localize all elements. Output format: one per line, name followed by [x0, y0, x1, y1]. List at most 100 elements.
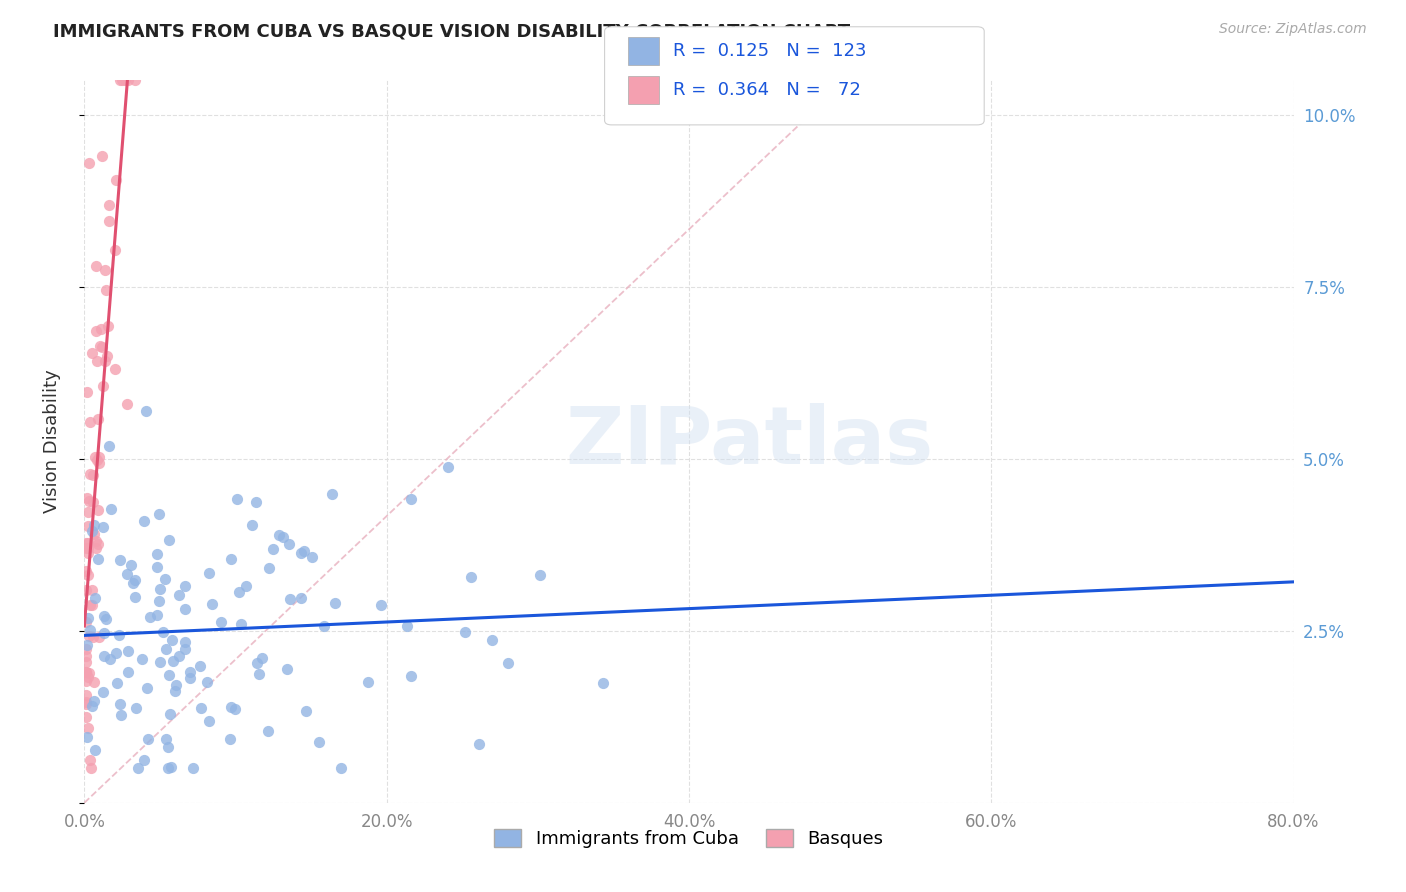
Point	[235, 579, 257, 593]
Point	[330, 761, 353, 775]
Point	[105, 676, 128, 690]
Text: ZIPatlas: ZIPatlas	[565, 402, 934, 481]
Point	[83, 675, 105, 690]
Point	[77, 156, 100, 170]
Point	[292, 544, 315, 558]
Point	[75, 688, 97, 702]
Point	[124, 73, 146, 87]
Point	[96, 349, 118, 363]
Point	[395, 618, 418, 632]
Point	[157, 739, 180, 754]
Point	[84, 324, 107, 338]
Point	[75, 541, 97, 556]
Point	[91, 340, 114, 354]
Point	[262, 541, 284, 556]
Point	[117, 665, 139, 680]
Point	[201, 597, 224, 611]
Point	[295, 704, 318, 718]
Point	[75, 583, 97, 598]
Point	[321, 487, 343, 501]
Point	[97, 319, 120, 334]
Point	[174, 602, 197, 616]
Point	[117, 643, 139, 657]
Point	[75, 649, 97, 664]
Text: Source: ZipAtlas.com: Source: ZipAtlas.com	[1219, 22, 1367, 37]
Point	[80, 524, 103, 538]
Point	[437, 459, 460, 474]
Point	[110, 707, 132, 722]
Point	[77, 536, 100, 550]
Point	[79, 624, 101, 638]
Point	[104, 362, 127, 376]
Point	[136, 731, 159, 746]
Y-axis label: Vision Disability: Vision Disability	[42, 369, 60, 514]
Point	[190, 700, 212, 714]
Point	[76, 505, 98, 519]
Point	[149, 582, 172, 596]
Point	[179, 665, 201, 680]
Point	[75, 615, 97, 629]
Point	[124, 591, 146, 605]
Point	[460, 570, 482, 584]
Point	[136, 681, 159, 695]
Point	[276, 662, 298, 676]
Text: R =  0.125   N =  123: R = 0.125 N = 123	[673, 42, 868, 60]
Point	[370, 598, 392, 612]
Point	[114, 73, 136, 87]
Point	[124, 573, 146, 587]
Point	[80, 346, 103, 360]
Point	[104, 173, 127, 187]
Point	[198, 566, 221, 580]
Point	[77, 541, 100, 555]
Point	[229, 616, 252, 631]
Point	[82, 598, 104, 612]
Point	[245, 495, 267, 509]
Point	[83, 518, 105, 533]
Point	[104, 646, 127, 660]
Point	[82, 699, 104, 714]
Point	[162, 654, 184, 668]
Point	[115, 397, 138, 411]
Point	[290, 591, 312, 606]
Point	[108, 697, 131, 711]
Point	[110, 73, 132, 87]
Point	[77, 494, 100, 508]
Point	[84, 533, 107, 548]
Point	[454, 625, 477, 640]
Point	[83, 527, 105, 541]
Point	[111, 73, 134, 87]
Point	[160, 632, 183, 647]
Point	[76, 491, 98, 505]
Point	[98, 214, 121, 228]
Point	[98, 439, 121, 453]
Point	[250, 651, 273, 665]
Point	[93, 625, 115, 640]
Point	[89, 630, 111, 644]
Point	[219, 699, 242, 714]
Point	[100, 502, 122, 516]
Point	[79, 415, 101, 429]
Point	[76, 721, 98, 735]
Point	[76, 611, 98, 625]
Point	[93, 354, 115, 368]
Point	[149, 655, 172, 669]
Point	[75, 656, 97, 670]
Point	[181, 761, 204, 775]
Legend: Immigrants from Cuba, Basques: Immigrants from Cuba, Basques	[486, 822, 891, 855]
Point	[90, 322, 112, 336]
Point	[76, 518, 98, 533]
Point	[273, 530, 295, 544]
Point	[83, 743, 105, 757]
Point	[122, 576, 145, 591]
Point	[75, 536, 97, 550]
Point	[98, 651, 121, 665]
Point	[219, 732, 242, 747]
Point	[76, 385, 98, 400]
Point	[481, 633, 503, 648]
Point	[77, 666, 100, 681]
Point	[401, 669, 423, 683]
Point	[86, 354, 108, 368]
Point	[84, 591, 107, 605]
Point	[157, 668, 180, 682]
Point	[87, 450, 110, 465]
